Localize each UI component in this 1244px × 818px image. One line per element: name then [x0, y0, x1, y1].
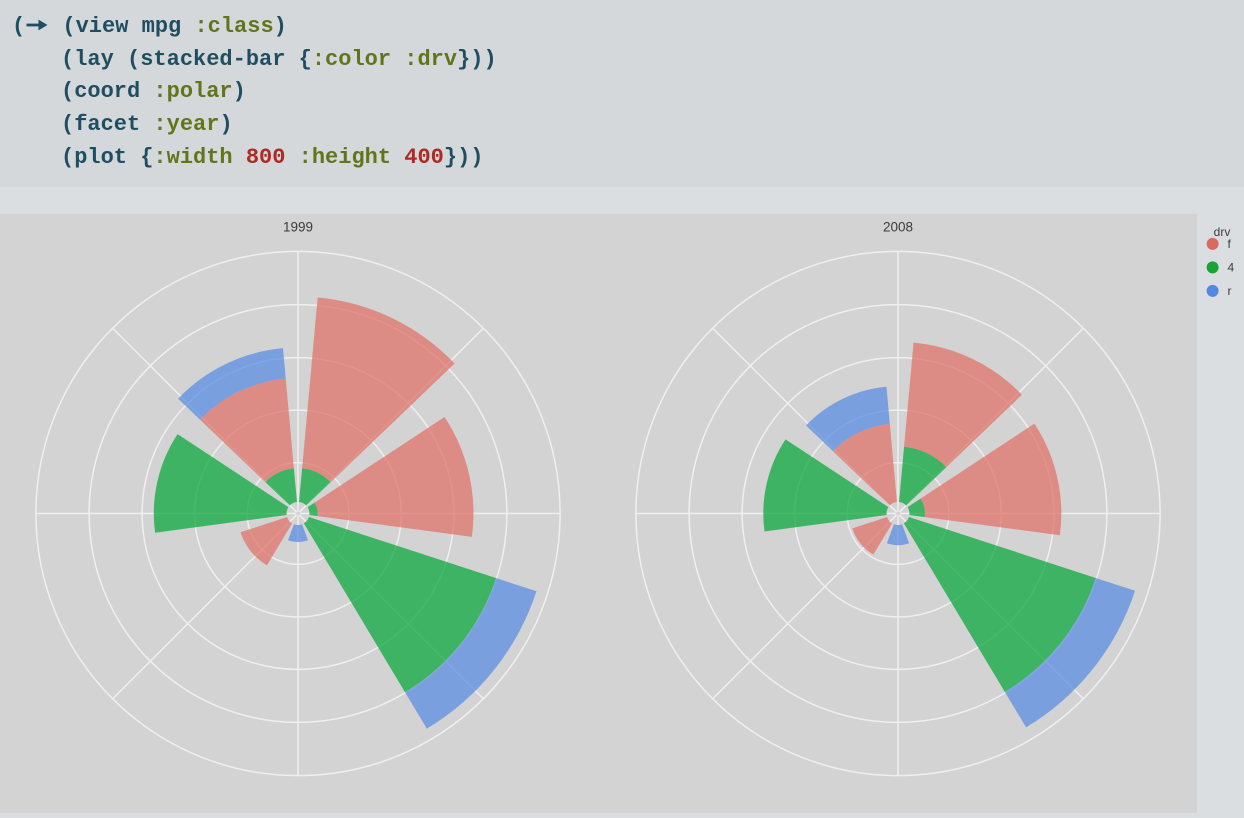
svg-text:4: 4	[1228, 260, 1235, 274]
svg-text:drv: drv	[1214, 225, 1231, 239]
svg-text:2008: 2008	[883, 219, 913, 234]
svg-text:f: f	[1228, 237, 1232, 251]
svg-text:r: r	[1228, 284, 1232, 298]
svg-text:1999: 1999	[283, 219, 313, 234]
